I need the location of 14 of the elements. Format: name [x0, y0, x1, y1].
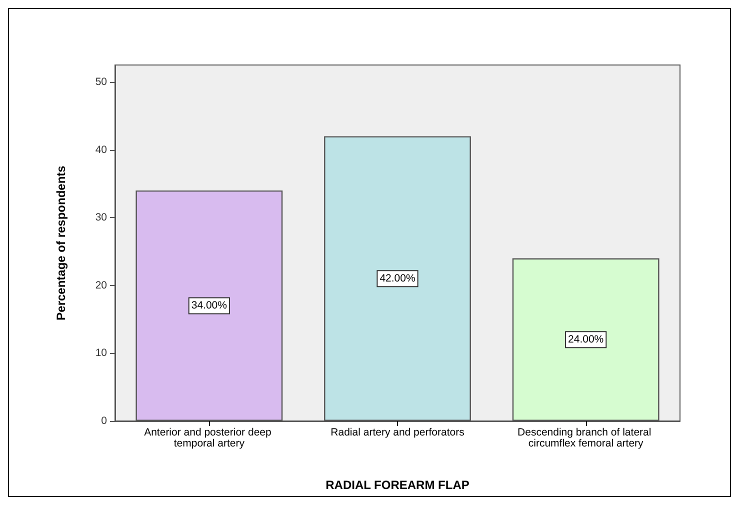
x-tick-label: Descending branch of lateral circumflex femoral artery — [518, 426, 654, 450]
x-tick-label: Radial artery and perforators — [330, 426, 464, 438]
y-tick-label: 50 — [95, 76, 108, 88]
y-tick-label: 10 — [95, 347, 108, 360]
y-tick-label: 0 — [101, 415, 108, 427]
y-tick-label: 40 — [95, 144, 108, 156]
y-axis-title: Percentage of respondents — [54, 165, 68, 320]
x-tick-label: Anterior and posterior deep temporal artery — [144, 426, 274, 450]
y-tick-label: 30 — [95, 212, 108, 224]
y-tick-label: 20 — [95, 279, 108, 292]
data-label: 24.00% — [568, 334, 604, 346]
x-axis-title: RADIAL FOREARM FLAP — [326, 478, 470, 492]
data-label: 42.00% — [380, 272, 416, 285]
data-label: 34.00% — [191, 300, 227, 312]
